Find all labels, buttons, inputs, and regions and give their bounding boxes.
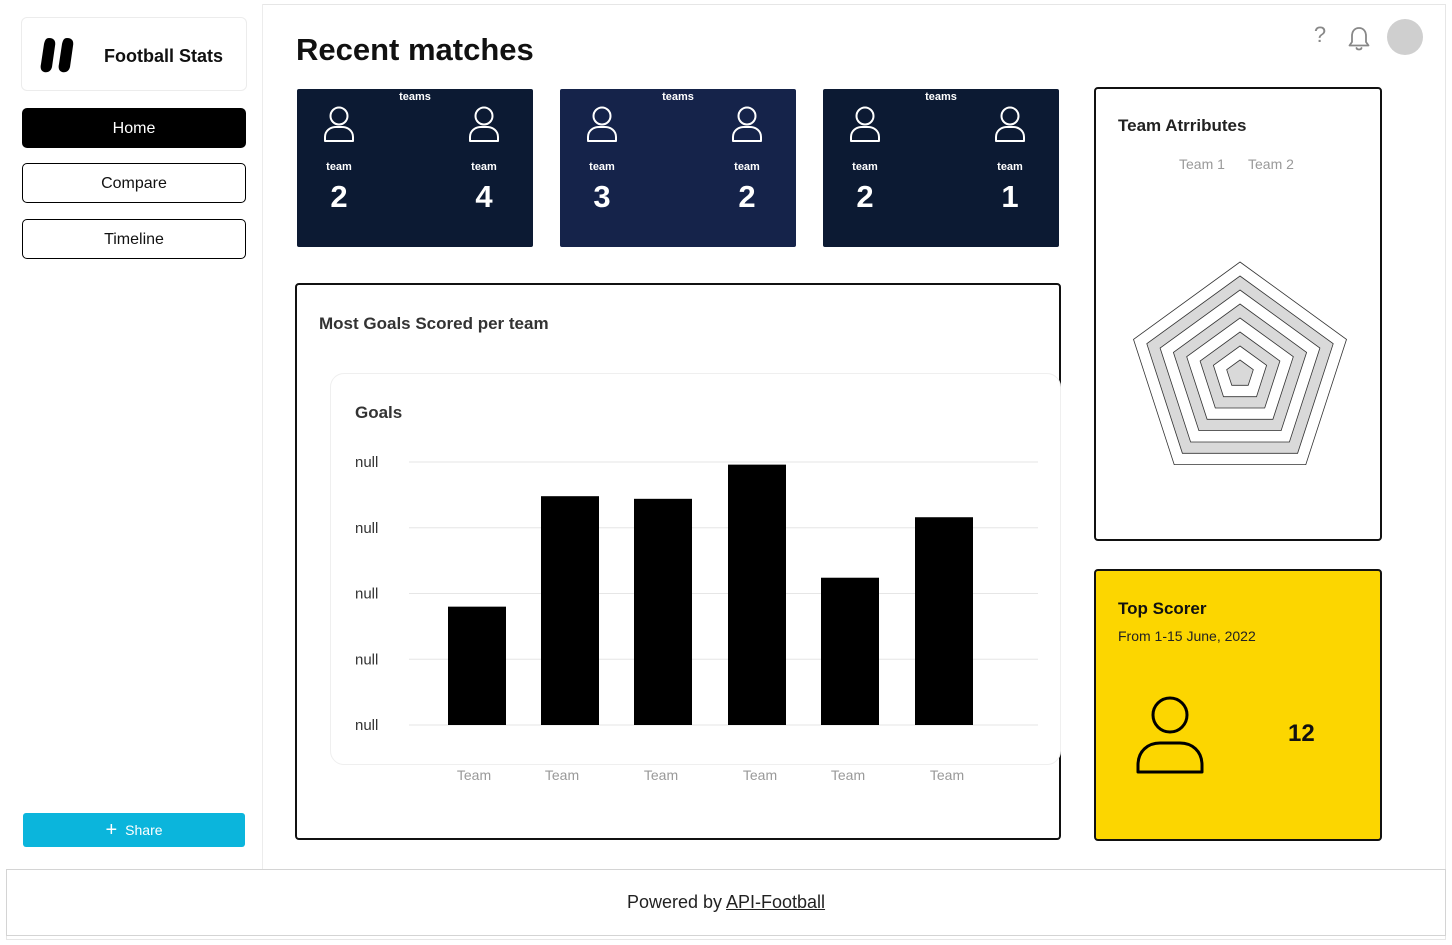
user-icon (732, 106, 762, 142)
home-team-score: 3 (593, 179, 611, 214)
legend-team-2[interactable]: Team 2 (1248, 156, 1294, 172)
goals-panel: Most Goals Scored per team Goals null nul… (295, 283, 1061, 840)
bar[interactable] (541, 496, 599, 725)
match-card[interactable]: teams team 2 team 1 (823, 89, 1059, 247)
home-team-score: 2 (856, 179, 874, 214)
plus-icon: + (105, 819, 118, 841)
bell-icon[interactable] (1346, 24, 1372, 54)
away-team-name: team (734, 161, 760, 173)
user-icon (469, 106, 499, 142)
attributes-title: Team Atrributes (1118, 116, 1247, 135)
user-icon (587, 106, 617, 142)
goals-panel-title: Most Goals Scored per team (319, 314, 549, 333)
x-tick-label: Team (457, 767, 491, 783)
home-team-name: team (589, 161, 615, 173)
user-icon (324, 106, 354, 142)
x-tick-label: Team (545, 767, 579, 783)
top-scorer-goals: 12 (1288, 720, 1315, 747)
away-team-score: 2 (738, 179, 756, 214)
y-tick-label: null (355, 651, 378, 668)
bar[interactable] (634, 498, 692, 725)
brand[interactable]: Football Stats (21, 17, 247, 91)
away-team-score: 4 (475, 179, 493, 214)
y-tick-label: null (355, 520, 378, 537)
api-football-link[interactable]: API-Football (726, 892, 826, 912)
match-teams-label: teams (662, 91, 694, 103)
top-scorer-title: Top Scorer (1118, 599, 1207, 618)
home-team-name: team (852, 161, 878, 173)
home-team: team 3 (572, 105, 632, 215)
y-tick-label: null (355, 717, 378, 734)
bar[interactable] (728, 464, 786, 725)
nav-timeline-button[interactable]: Timeline (22, 219, 246, 259)
chart-title: Goals (355, 403, 403, 422)
home-team-score: 2 (330, 179, 348, 214)
match-card[interactable]: teams team 3 team 2 (560, 89, 796, 247)
y-tick-label: null (355, 586, 378, 603)
y-tick-label: null (355, 454, 378, 471)
nav-home-button[interactable]: Home (22, 108, 246, 148)
x-tick-label: Team (831, 767, 865, 783)
share-button[interactable]: + Share (23, 813, 245, 847)
footer-prefix: Powered by (626, 892, 722, 912)
user-icon (850, 106, 880, 142)
away-team-name: team (997, 161, 1023, 173)
radar-ring (1226, 359, 1254, 386)
match-card[interactable]: teams team 2 team 4 (297, 89, 533, 247)
home-team-name: team (326, 161, 352, 173)
avatar[interactable] (1387, 19, 1423, 55)
app-name: Football Stats (104, 46, 224, 66)
bar[interactable] (915, 517, 973, 725)
page-title: Recent matches (296, 32, 534, 67)
footer: Powered by API-Football (6, 869, 1446, 936)
home-team: team 2 (835, 105, 895, 215)
top-scorer-panel[interactable]: Top Scorer From 1-15 June, 2022 12 (1094, 569, 1382, 841)
logo-icon (40, 38, 74, 73)
away-team-score: 1 (1001, 179, 1019, 214)
away-team: team 2 (717, 105, 777, 215)
player-icon (1136, 696, 1204, 774)
bar[interactable] (448, 606, 506, 725)
nav-compare-button[interactable]: Compare (22, 163, 246, 203)
top-scorer-period: From 1-15 June, 2022 (1118, 628, 1256, 644)
share-label: Share (125, 822, 163, 838)
match-teams-label: teams (399, 91, 431, 103)
match-teams-label: teams (925, 91, 957, 103)
x-tick-label: Team (930, 767, 964, 783)
away-team: team 1 (980, 105, 1040, 215)
user-icon (995, 106, 1025, 142)
goals-bar-chart: null null null null null Team Team Team Team Team… (355, 454, 1038, 783)
legend-team-1[interactable]: Team 1 (1179, 156, 1225, 172)
sidebar: Football Stats Home Compare Timeline + S… (6, 4, 263, 869)
team-attributes-panel: Team Atrributes Team 1 Team 2 (1094, 87, 1382, 541)
away-team: team 4 (454, 105, 514, 215)
x-tick-label: Team (644, 767, 678, 783)
away-team-name: team (471, 161, 497, 173)
bar[interactable] (821, 577, 879, 725)
help-icon[interactable]: ? (1313, 22, 1327, 47)
home-team: team 2 (309, 105, 369, 215)
x-tick-label: Team (743, 767, 777, 783)
radar-chart (1133, 261, 1347, 466)
